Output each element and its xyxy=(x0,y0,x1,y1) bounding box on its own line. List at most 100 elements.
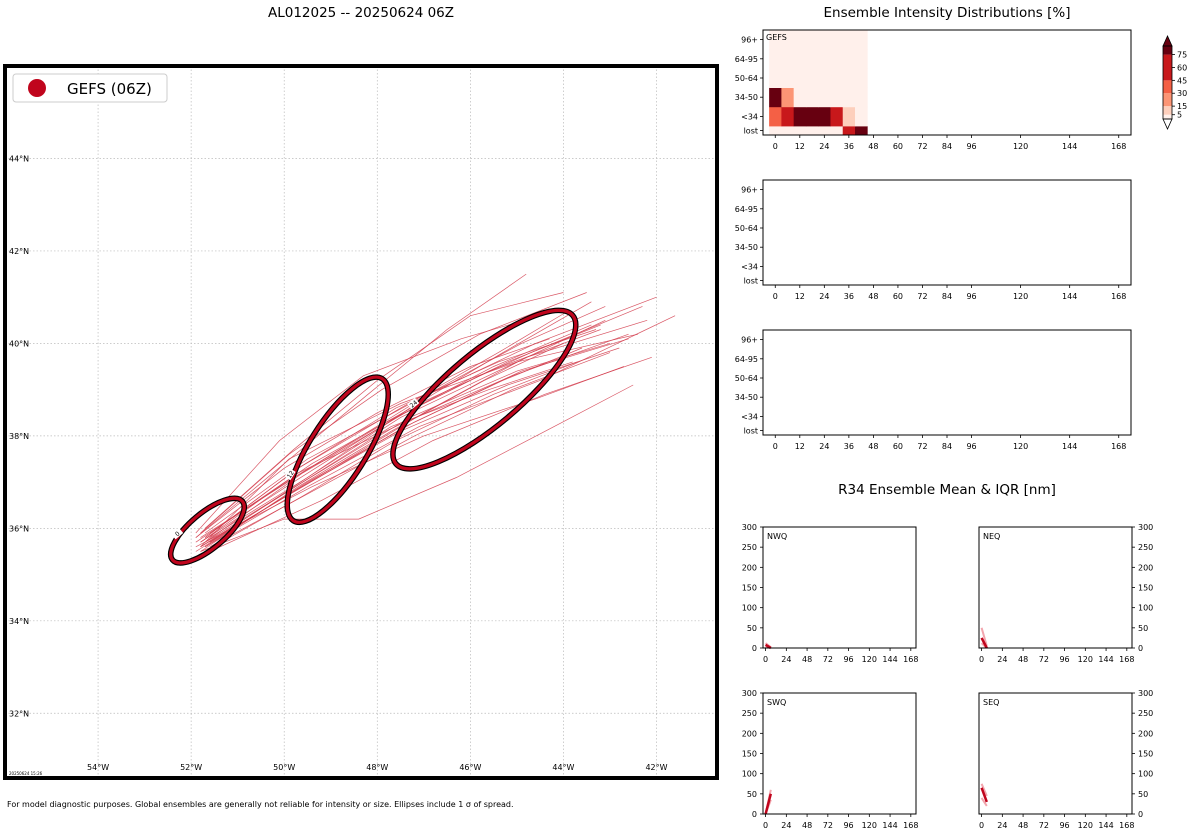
heat-cell xyxy=(805,126,819,136)
heat-cell xyxy=(818,106,831,127)
heat-cell xyxy=(842,126,856,136)
heat-cell xyxy=(818,49,831,69)
y-tick-label: 0 xyxy=(752,810,757,819)
x-tick-label: 48 xyxy=(802,821,812,830)
ensemble-track xyxy=(200,292,587,534)
quadrant-label: SWQ xyxy=(767,698,786,707)
figure-title: AL012025 -- 20250624 06Z xyxy=(268,5,454,21)
heat-cell xyxy=(793,30,807,50)
y-tick-label: 0 xyxy=(752,644,757,653)
y-tick-label: 250 xyxy=(1138,709,1153,718)
y-tick-label: 0 xyxy=(1138,644,1143,653)
hour-label: 72 xyxy=(917,292,927,301)
y-tick-label: 200 xyxy=(1138,563,1153,572)
x-tick-label: 144 xyxy=(1098,821,1113,830)
ensemble-track xyxy=(209,356,652,552)
heat-cell xyxy=(781,68,795,88)
lon-tick-label: 42°W xyxy=(645,763,667,772)
hour-label: 84 xyxy=(942,292,952,301)
r34-frame xyxy=(978,526,1133,649)
colorbar-tick-label: 60 xyxy=(1177,63,1187,72)
hour-label: 96 xyxy=(966,292,976,301)
heat-cell xyxy=(855,30,868,50)
hour-label: 24 xyxy=(819,142,829,151)
heat-cell xyxy=(830,30,844,50)
heat-cell xyxy=(830,49,844,69)
hour-label: 120 xyxy=(1013,442,1028,451)
heat-cell xyxy=(793,49,807,69)
x-tick-label: 96 xyxy=(1059,821,1069,830)
x-tick-label: 96 xyxy=(843,821,853,830)
ensemble-track xyxy=(200,343,564,552)
r34-panel-neq: NEQ 0 50 100 150 200 250 300 0 24 48 72 96 120 144 168 xyxy=(978,523,1153,664)
r34-panel-swq: SWQ 0 50 100 150 200 250 300 0 24 48 72 96 120 144 168 xyxy=(742,689,919,830)
timestamp: 20250624 15:26 xyxy=(9,771,43,776)
hour-label: 48 xyxy=(868,142,878,151)
heat-cell xyxy=(830,87,844,108)
heat-cell xyxy=(805,87,819,108)
ensemble-track xyxy=(195,315,541,534)
category-label: lost xyxy=(744,427,758,436)
y-tick-label: 250 xyxy=(742,709,757,718)
lat-tick-label: 36°N xyxy=(9,524,29,533)
heat-cell xyxy=(781,30,795,50)
hour-label: 12 xyxy=(795,142,805,151)
intensity-panel-3: lost <34 34-50 50-64 64-95 96+ 0 12 24 36 48 60 72 84… xyxy=(735,329,1132,451)
y-tick-label: 50 xyxy=(747,624,757,633)
colorbar-band xyxy=(1163,54,1172,81)
colorbar-band xyxy=(1163,114,1172,119)
y-tick-label: 0 xyxy=(1138,810,1143,819)
x-tick-label: 120 xyxy=(1078,655,1093,664)
hour-label: 168 xyxy=(1111,142,1126,151)
lat-tick-label: 40°N xyxy=(9,339,29,348)
x-tick-label: 72 xyxy=(1039,655,1049,664)
colorbar-band xyxy=(1163,93,1172,107)
r34-frame xyxy=(978,692,1133,815)
y-tick-label: 150 xyxy=(742,750,757,759)
hour-label: 36 xyxy=(844,142,854,151)
iqr-upper xyxy=(980,783,988,797)
heat-cell xyxy=(805,106,819,127)
x-tick-label: 168 xyxy=(1119,655,1134,664)
hour-label: 0 xyxy=(773,292,778,301)
r34-mean-line xyxy=(980,637,988,649)
category-label: lost xyxy=(744,127,758,136)
hour-label: 12 xyxy=(795,442,805,451)
category-label: 50-64 xyxy=(735,224,758,233)
category-label: <34 xyxy=(741,112,758,121)
hour-label: 144 xyxy=(1062,292,1077,301)
lat-tick-label: 44°N xyxy=(9,154,29,163)
hour-label: 0 xyxy=(773,142,778,151)
heat-cell xyxy=(842,49,856,69)
x-tick-label: 24 xyxy=(781,655,791,664)
hour-label: 96 xyxy=(966,442,976,451)
y-tick-label: 300 xyxy=(1138,689,1153,698)
ensemble-track xyxy=(200,324,592,543)
heat-cell xyxy=(855,126,868,136)
colorbar-tick-label: 15 xyxy=(1177,102,1187,111)
heat-cell xyxy=(855,49,868,69)
r34-mean-line xyxy=(764,643,772,650)
hour-label: 48 xyxy=(868,292,878,301)
x-tick-label: 0 xyxy=(979,821,984,830)
heat-cell xyxy=(793,126,807,136)
colorbar-tick-label: 75 xyxy=(1177,51,1187,60)
ellipse-label-bg xyxy=(171,527,184,540)
lat-tick-label: 38°N xyxy=(9,432,29,441)
r34-panel-seq: SEQ 0 50 100 150 200 250 300 0 24 48 72 96 120 144 168 xyxy=(978,689,1153,830)
iqr-lower xyxy=(980,797,988,807)
heat-frame xyxy=(762,329,1132,436)
ensemble-track xyxy=(209,352,611,548)
footnote: For model diagnostic purposes. Global en… xyxy=(7,800,514,809)
hour-label: 60 xyxy=(893,142,903,151)
heat-frame xyxy=(762,179,1132,286)
x-tick-label: 120 xyxy=(862,655,877,664)
category-label: 34-50 xyxy=(735,393,758,402)
ellipse-label: 0 xyxy=(174,530,182,538)
x-tick-label: 24 xyxy=(781,821,791,830)
hour-label: 84 xyxy=(942,142,952,151)
y-tick-label: 100 xyxy=(1138,770,1153,779)
heat-cell xyxy=(769,49,782,69)
category-label: 96+ xyxy=(741,186,758,195)
